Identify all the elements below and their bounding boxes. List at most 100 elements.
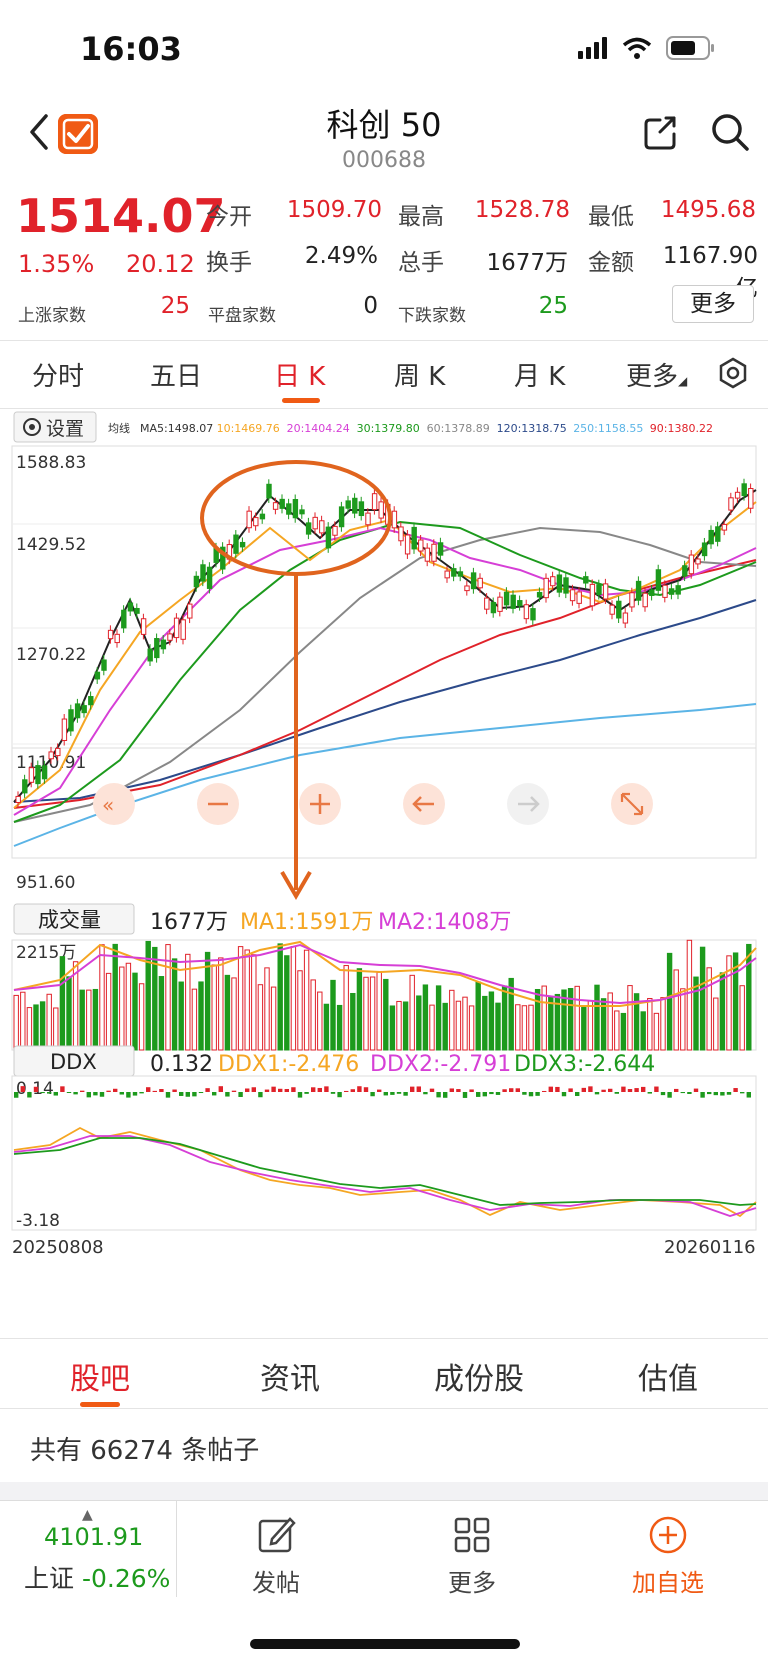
expand-caret-icon[interactable]: ▲ [82,1507,93,1523]
ddx-bar [416,1086,421,1092]
volume-bar [39,1001,46,1051]
volume-bar [521,1005,528,1051]
ddx-bar [542,1090,547,1092]
candle-body [239,541,246,548]
candle-body [523,604,530,620]
share-icon[interactable] [640,112,680,152]
volume-bar [224,974,231,1051]
cellular-signal-icon [578,37,607,59]
candle-body [734,491,741,499]
ddx-bar [278,1088,283,1092]
candle-body [74,703,81,719]
volume-bar [482,995,488,1051]
tab-weekly-k[interactable]: 周 K [394,362,446,392]
arrow-left-icon [412,796,434,812]
volume-bar [680,988,686,1051]
ddx-bar [344,1090,349,1092]
down-count-value: 25 [538,293,568,319]
ddx-bar [106,1090,111,1092]
ddx-bar [33,1086,39,1092]
tab-valuation[interactable]: 估值 [638,1362,698,1397]
ddx-bar [198,1092,204,1094]
ddx-bar [350,1089,355,1092]
ddx-bar [608,1088,613,1092]
volume-max-label: 2215万 [16,943,76,963]
volume-bar [53,1007,59,1051]
volume-bar [363,976,369,1051]
volume-bar [468,1005,475,1051]
search-icon[interactable] [710,112,750,152]
index-value[interactable]: 4101.91 [44,1523,144,1551]
tab-forum[interactable]: 股吧 [70,1362,130,1397]
edit-icon [258,1517,296,1553]
tab-news[interactable]: 资讯 [260,1362,320,1397]
candle-body [622,612,629,624]
candle-body [517,600,523,607]
volume-bar [455,1000,462,1051]
volume-bar [138,983,145,1051]
ddx-header: DDX 0.132 DDX1:-2.476 DDX2:-2.791 DDX3:-… [13,1045,655,1077]
tab-intraday[interactable]: 分时 [32,362,85,392]
ddx-bar [588,1086,593,1092]
volume-bar [402,1001,409,1051]
volume-bar [640,1011,646,1051]
jump-start-button[interactable] [93,783,135,825]
index-ticker[interactable]: 上证 -0.26% [24,1559,170,1595]
post-count-row[interactable]: 共有 66274 条帖子 [0,1412,768,1482]
volume-bar [119,966,125,1051]
ddx-frame [11,1075,757,1231]
ddx-bar [165,1092,171,1098]
ddx-bar [40,1092,45,1094]
volume-title-button[interactable] [13,903,135,935]
volume-bar [218,957,224,1051]
tab-constituents[interactable]: 成份股 [434,1362,524,1397]
tab-more-label: 更多 [626,362,679,392]
volume-bar [706,967,712,1051]
volume-bar [46,993,52,1051]
candle-body [253,517,259,527]
tab-more[interactable]: 更多◢ [626,356,687,393]
candle-body [668,588,675,595]
volume-bar [330,979,336,1051]
kline-y-label: 1270.22 [16,645,86,665]
kline-y-label: 1429.52 [16,535,86,555]
ddx-bar [429,1088,435,1092]
more-button[interactable]: 更多 [412,1515,532,1598]
tab-five-day[interactable]: 五日 [150,362,203,392]
kline-settings-button[interactable]: 设置 [13,411,97,443]
candle-body [121,609,127,629]
tab-daily-k[interactable]: 日 K [274,362,326,392]
ddx-bar [357,1086,362,1092]
more-quote-button[interactable]: 更多 [672,285,754,323]
ddx3-value: DDX3:-2.644 [514,1052,655,1077]
kline-chart-area[interactable]: 设置 均线 MA5:1498.07 10:1469.76 20:1404.24 30:… [0,410,768,1340]
ddx-bar [594,1092,600,1095]
ddx-bar [462,1092,468,1098]
ddx-bar [489,1092,494,1095]
chart-settings-icon[interactable] [716,356,750,390]
candle-body [193,575,200,588]
volume-bar [198,981,204,1051]
volume-bar [554,993,561,1051]
ddx-bar [152,1090,157,1092]
volume-bar [581,1007,587,1051]
ddx-bar [621,1086,626,1092]
ddx-bar [258,1092,263,1098]
candle-body [233,534,239,554]
candle-body [616,600,622,619]
volume-bar [257,984,264,1051]
add-watchlist-button[interactable]: 加自选 [608,1515,728,1598]
volume-bar [376,971,382,1051]
candle-body [41,765,48,780]
content-tabs: 股吧 资讯 成份股 估值 [0,1342,768,1408]
volume-bar [204,951,211,1051]
stock-code: 000688 [342,148,426,173]
post-button[interactable]: 发帖 [216,1515,336,1598]
ddx-bar [377,1089,382,1092]
arrow-annotation-head [280,870,312,900]
high-value: 1528.78 [474,197,570,223]
candle-body [338,506,345,528]
candle-body [147,648,153,662]
tab-monthly-k[interactable]: 月 K [514,362,566,392]
back-icon[interactable] [22,112,58,152]
